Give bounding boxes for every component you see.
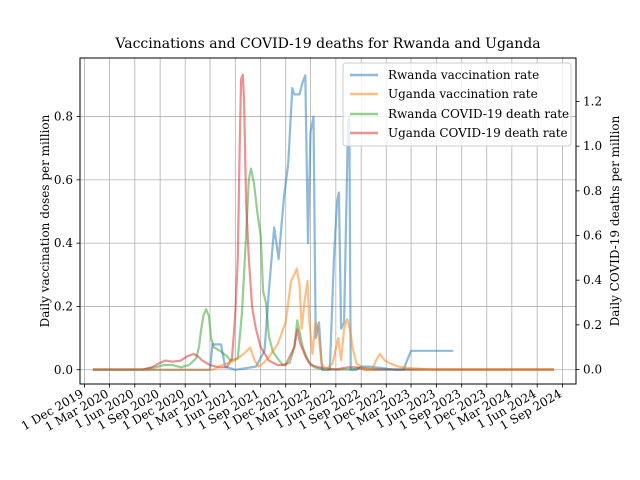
legend-label-uganda-death: Uganda COVID-19 death rate: [388, 126, 568, 140]
series-line-uganda-vaccination-rate: [92, 267, 554, 371]
plot-frame: [79, 57, 577, 385]
legend-label-uganda-vaccination: Uganda vaccination rate: [388, 87, 538, 101]
y-axis-left: 0.0 0.2 0.4 0.6 0.8: [54, 110, 80, 377]
y-right-tick-label: 0.4: [583, 273, 602, 287]
chart-title: Vaccinations and COVID-19 deaths for Rwa…: [114, 36, 540, 52]
y-right-tick-label: 1.0: [583, 139, 602, 153]
y-right-tick-label: 0.6: [583, 229, 602, 243]
y-left-tick-label: 0.6: [54, 173, 73, 187]
legend-label-rwanda-death: Rwanda COVID-19 death rate: [388, 107, 569, 121]
y-axis-left-title: Daily vaccination doses per million: [38, 114, 52, 327]
y-left-tick-label: 0.4: [54, 236, 73, 250]
legend-box: [342, 62, 572, 147]
y-right-tick-label: 1.2: [583, 95, 602, 109]
y-left-tick-label: 0.2: [54, 299, 73, 313]
series-layer: [92, 73, 554, 371]
y-left-tick-label: 0.0: [54, 363, 73, 377]
y-right-tick-label: 0.2: [583, 318, 602, 332]
y-right-tick-label: 0.0: [583, 362, 602, 376]
y-axis-right: 0.0 0.2 0.4 0.6 0.8 1.0 1.2: [576, 95, 602, 376]
series-line-rwanda-vaccination-rate: [92, 74, 454, 371]
y-right-tick-label: 0.8: [583, 184, 602, 198]
series-line-uganda-covid-19-death-rate: [92, 73, 554, 371]
legend-label-rwanda-vaccination: Rwanda vaccination rate: [388, 68, 539, 82]
legend: Rwanda vaccination rate Uganda vaccinati…: [342, 62, 572, 147]
y-axis-right-title: Daily COVID-19 deaths per million: [608, 115, 622, 326]
y-left-tick-label: 0.8: [54, 110, 73, 124]
